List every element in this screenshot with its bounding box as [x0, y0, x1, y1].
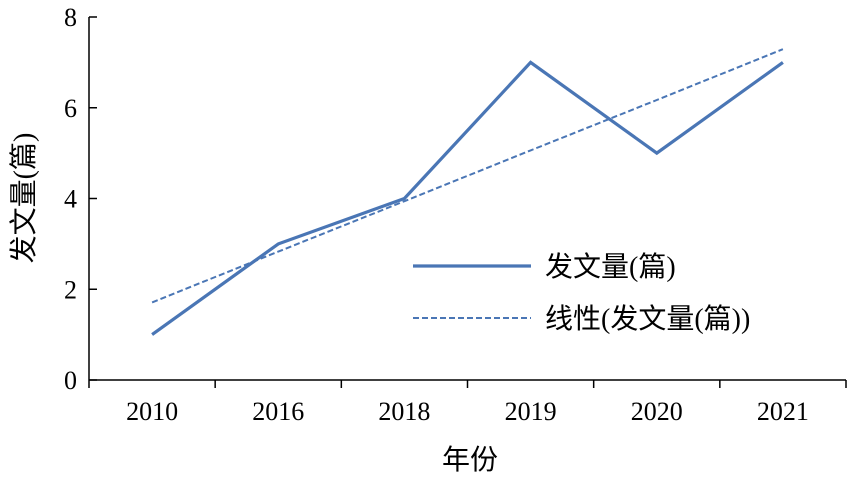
x-axis-title: 年份 [442, 444, 498, 476]
y-axis-title: 发文量(篇) [8, 133, 40, 264]
legend-label: 发文量(篇) [545, 251, 676, 283]
x-tick-label: 2018 [378, 397, 430, 426]
x-tick-label: 2010 [126, 397, 178, 426]
x-tick-label: 2021 [757, 397, 809, 426]
y-tick-label: 0 [64, 366, 77, 395]
y-tick-label: 6 [64, 94, 77, 123]
y-tick-label: 8 [64, 3, 77, 32]
y-tick-label: 2 [64, 275, 77, 304]
x-tick-label: 2019 [505, 397, 557, 426]
axes: 0 2 4 6 8 2010 2016 2018 2019 2020 2021 [64, 3, 847, 426]
series-layer [151, 48, 784, 336]
legend: 发文量(篇) 线性(发文量(篇)) [413, 251, 750, 335]
data-series-line [151, 60, 784, 336]
trendline-series [151, 48, 784, 304]
y-tick-label: 4 [64, 185, 77, 214]
x-tick-label: 2016 [252, 397, 304, 426]
legend-label: 线性(发文量(篇)) [545, 303, 750, 335]
x-tick-label: 2020 [631, 397, 683, 426]
